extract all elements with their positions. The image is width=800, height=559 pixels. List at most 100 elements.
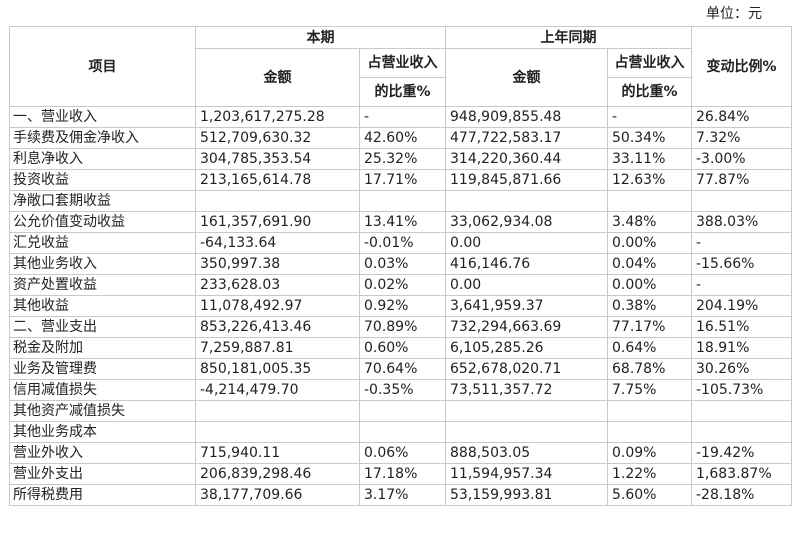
prior-share-cell: 5.60% <box>607 484 692 506</box>
current-share-cell: 17.71% <box>359 169 446 191</box>
item-cell: 其他资产减值损失 <box>9 400 196 422</box>
current-amount-cell: -4,214,479.70 <box>195 379 360 401</box>
current-share-cell: 17.18% <box>359 463 446 485</box>
prior-share-cell: 3.48% <box>607 211 692 233</box>
item-cell: 投资收益 <box>9 169 196 191</box>
prior-share-cell: - <box>607 106 692 128</box>
item-cell: 营业外支出 <box>9 463 196 485</box>
item-cell: 利息净收入 <box>9 148 196 170</box>
current-amount-cell: 7,259,887.81 <box>195 337 360 359</box>
current-share-cell <box>359 421 446 443</box>
current-share-cell: 70.64% <box>359 358 446 380</box>
current-share-cell: 70.89% <box>359 316 446 338</box>
header-prior-amount: 金额 <box>445 48 608 107</box>
prior-amount-cell: 888,503.05 <box>445 442 608 464</box>
item-cell: 手续费及佣金净收入 <box>9 127 196 149</box>
item-cell: 营业外收入 <box>9 442 196 464</box>
prior-amount-cell <box>445 190 608 212</box>
current-share-cell: 0.03% <box>359 253 446 275</box>
prior-share-cell: 0.09% <box>607 442 692 464</box>
prior-amount-cell: 6,105,285.26 <box>445 337 608 359</box>
prior-amount-cell: 0.00 <box>445 232 608 254</box>
change-cell: 18.91% <box>691 337 792 359</box>
item-cell: 净敞口套期收益 <box>9 190 196 212</box>
current-amount-cell: 233,628.03 <box>195 274 360 296</box>
prior-share-cell: 0.64% <box>607 337 692 359</box>
table-row: 利息净收入 304,785,353.54 25.32% 314,220,360.44 3… <box>9 148 792 170</box>
current-share-cell: 0.06% <box>359 442 446 464</box>
prior-share-cell <box>607 400 692 422</box>
current-share-cell <box>359 190 446 212</box>
current-amount-cell <box>195 190 360 212</box>
prior-amount-cell: 948,909,855.48 <box>445 106 608 128</box>
prior-amount-cell <box>445 400 608 422</box>
table-row: 资产处置收益 233,628.03 0.02% 0.00 0.00% - <box>9 274 792 296</box>
table-row: 投资收益 213,165,614.78 17.71% 119,845,871.66 12… <box>9 169 792 191</box>
table-row: 所得税费用 38,177,709.66 3.17% 53,159,993.81 5.60… <box>9 484 792 506</box>
item-cell: 信用减值损失 <box>9 379 196 401</box>
current-amount-cell: 11,078,492.97 <box>195 295 360 317</box>
current-amount-cell <box>195 400 360 422</box>
prior-share-cell: 7.75% <box>607 379 692 401</box>
prior-share-cell: 50.34% <box>607 127 692 149</box>
prior-amount-cell: 652,678,020.71 <box>445 358 608 380</box>
table-row: 信用减值损失 -4,214,479.70 -0.35% 73,511,357.72 7.… <box>9 379 792 401</box>
current-amount-cell: 38,177,709.66 <box>195 484 360 506</box>
current-amount-cell: 715,940.11 <box>195 442 360 464</box>
table-row: 一、营业收入 1,203,617,275.28-948,909,855.48-26… <box>9 106 792 128</box>
current-share-cell: -0.35% <box>359 379 446 401</box>
header-change: 变动比例% <box>691 26 792 107</box>
item-cell: 一、营业收入 <box>9 106 196 128</box>
prior-amount-cell: 53,159,993.81 <box>445 484 608 506</box>
item-cell: 其他收益 <box>9 295 196 317</box>
header-current-period: 本期 <box>195 26 446 49</box>
table-row: 其他收益 11,078,492.97 0.92% 3,641,959.37 0.38% 2… <box>9 295 792 317</box>
header-item: 项目 <box>9 26 196 107</box>
prior-amount-cell: 732,294,663.69 <box>445 316 608 338</box>
prior-amount-cell: 477,722,583.17 <box>445 127 608 149</box>
current-share-cell: 3.17% <box>359 484 446 506</box>
prior-share-cell: 33.11% <box>607 148 692 170</box>
change-cell: - <box>691 232 792 254</box>
item-cell: 二、营业支出 <box>9 316 196 338</box>
current-share-cell: 25.32% <box>359 148 446 170</box>
prior-amount-cell: 73,511,357.72 <box>445 379 608 401</box>
prior-share-cell: 1.22% <box>607 463 692 485</box>
table-row: 汇兑收益 -64,133.64 -0.01% 0.00 0.00% - <box>9 232 792 254</box>
current-amount-cell: 206,839,298.46 <box>195 463 360 485</box>
change-cell <box>691 190 792 212</box>
table-row: 其他资产减值损失 <box>9 400 792 422</box>
current-share-cell: 13.41% <box>359 211 446 233</box>
change-cell: -15.66% <box>691 253 792 275</box>
prior-amount-cell: 3,641,959.37 <box>445 295 608 317</box>
table-row: 营业外支出 206,839,298.46 17.18% 11,594,957.34 1.… <box>9 463 792 485</box>
prior-amount-cell: 119,845,871.66 <box>445 169 608 191</box>
table-row: 净敞口套期收益 <box>9 190 792 212</box>
table-row: 公允价值变动收益 161,357,691.90 13.41% 33,062,934.0… <box>9 211 792 233</box>
current-amount-cell: 1,203,617,275.28 <box>195 106 360 128</box>
current-share-cell: 0.60% <box>359 337 446 359</box>
change-cell: 7.32% <box>691 127 792 149</box>
current-amount-cell <box>195 421 360 443</box>
change-cell: -105.73% <box>691 379 792 401</box>
table-row: 其他业务成本 <box>9 421 792 443</box>
table-row: 营业外收入 715,940.11 0.06% 888,503.05 0.09% -19.4… <box>9 442 792 464</box>
prior-amount-cell: 416,146.76 <box>445 253 608 275</box>
item-cell: 其他业务成本 <box>9 421 196 443</box>
current-share-cell: 42.60% <box>359 127 446 149</box>
current-amount-cell: 850,181,005.35 <box>195 358 360 380</box>
header-prior-period: 上年同期 <box>445 26 692 49</box>
change-cell: 30.26% <box>691 358 792 380</box>
table-row: 手续费及佣金净收入 512,709,630.32 42.60% 477,722,583… <box>9 127 792 149</box>
prior-amount-cell: 0.00 <box>445 274 608 296</box>
item-cell: 税金及附加 <box>9 337 196 359</box>
item-cell: 业务及管理费 <box>9 358 196 380</box>
prior-share-cell: 0.00% <box>607 274 692 296</box>
current-share-cell: 0.02% <box>359 274 446 296</box>
change-cell <box>691 421 792 443</box>
change-cell: 1,683.87% <box>691 463 792 485</box>
header-current-amount: 金额 <box>195 48 360 107</box>
change-cell <box>691 400 792 422</box>
change-cell: -3.00% <box>691 148 792 170</box>
change-cell: -19.42% <box>691 442 792 464</box>
